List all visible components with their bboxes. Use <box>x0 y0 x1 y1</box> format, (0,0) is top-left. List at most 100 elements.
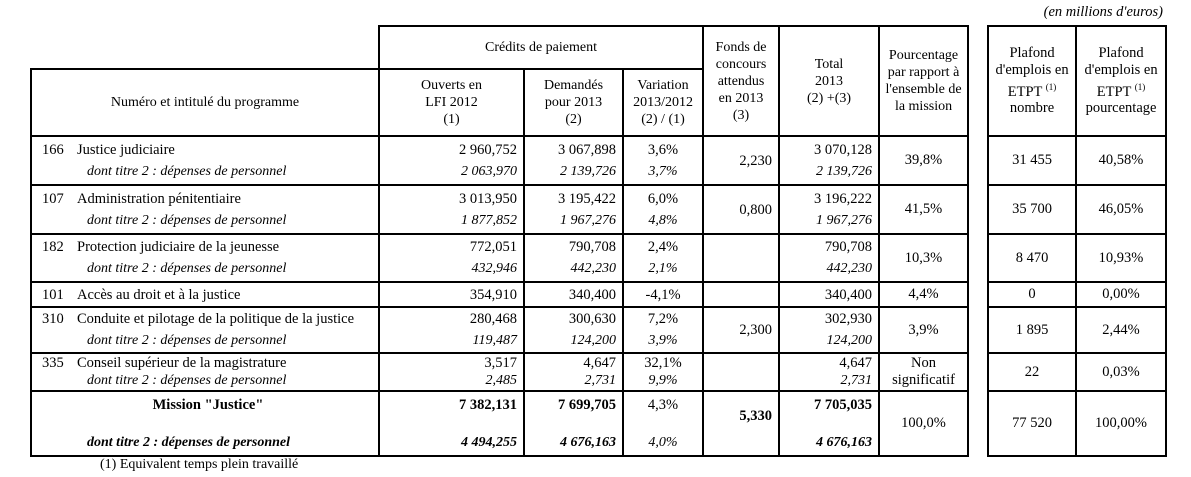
cell-variation: 3,6% 3,7% <box>621 135 705 186</box>
program-number: 101 <box>42 286 64 303</box>
plafond-row-182: 8 470 10,93% <box>987 233 1168 283</box>
cell-etpt-pourcentage: 46,05% <box>1075 184 1168 235</box>
program-number: 335 <box>42 355 64 371</box>
cell-demandes: 340,400 <box>523 281 624 308</box>
cell-etpt-pourcentage: 0,03% <box>1075 352 1168 392</box>
cell-fonds: 2,300 <box>702 306 781 354</box>
header-fonds-de-concours: Fonds de concours attendus en 2013 (3) <box>702 25 781 137</box>
cell-variation: 6,0% 4,8% <box>621 184 705 235</box>
plafond-row-335: 22 0,03% <box>987 352 1168 392</box>
cell-pct-mission: 4,4% <box>878 281 970 308</box>
cell-programme: 101 Accès au droit et à la justice <box>30 281 380 308</box>
program-number: 310 <box>42 311 64 327</box>
cell-pct-mission: 3,9% <box>878 306 970 354</box>
mission-total-row: Mission "Justice" dont titre 2 : dépense… <box>30 390 970 457</box>
plafond-emplois-table: Plafond d'emplois en ETPT (1) nombre Pla… <box>987 25 1168 457</box>
plafond-row-107: 35 700 46,05% <box>987 184 1168 235</box>
header-row-1: Crédits de paiement Fonds de concours at… <box>31 25 970 137</box>
cell-pct-mission: 100,0% <box>878 390 970 457</box>
header-demandes-2013: Demandés pour 2013 (2) <box>523 68 624 137</box>
dont-titre2-label: dont titre 2 : dépenses de personnel <box>87 373 287 388</box>
cell-pct-mission: Non significatif <box>878 352 970 392</box>
header-plafond-pourcentage: Plafond d'emplois en ETPT (1) pourcentag… <box>1075 25 1168 137</box>
program-row-166: 166 Justice judiciaire dont titre 2 : dép… <box>30 135 970 186</box>
header-plafond-nombre: Plafond d'emplois en ETPT (1) nombre <box>987 25 1078 137</box>
header-variation: Variation 2013/2012 (2) / (1) <box>621 68 705 137</box>
credits-table: Crédits de paiement Fonds de concours at… <box>30 25 970 457</box>
program-number: 166 <box>42 141 64 158</box>
plafond-row-310: 1 895 2,44% <box>987 306 1168 354</box>
cell-demandes: 7 699,705 4 676,163 <box>523 390 624 457</box>
cell-pct-mission: 10,3% <box>878 233 970 283</box>
header-row-2: Numéro et intitulé du programme Ouverts … <box>30 68 968 137</box>
cell-total: 7 705,035 4 676,163 <box>778 390 881 457</box>
cell-etpt-nombre: 77 520 <box>987 390 1078 457</box>
cell-fonds <box>702 352 781 392</box>
program-row-101: 101 Accès au droit et à la justice 354,91… <box>30 281 970 308</box>
mission-title: Mission "Justice" <box>152 396 264 413</box>
cell-ouverts: 772,051 432,946 <box>378 233 525 283</box>
cell-etpt-pourcentage: 0,00% <box>1075 281 1168 308</box>
cell-demandes: 4,647 2,731 <box>523 352 624 392</box>
plafond-row-166: 31 455 40,58% <box>987 135 1168 186</box>
cell-ouverts: 2 960,752 2 063,970 <box>378 135 525 186</box>
cell-total: 302,930 124,200 <box>778 306 881 354</box>
program-name: Justice judiciaire <box>77 141 175 158</box>
program-name: Protection judiciaire de la jeunesse <box>77 239 280 255</box>
tables-row: Crédits de paiement Fonds de concours at… <box>30 25 1168 457</box>
cell-demandes: 790,708 442,230 <box>523 233 624 283</box>
header-spacer <box>31 26 379 69</box>
cell-total: 790,708 442,230 <box>778 233 881 283</box>
cell-ouverts: 3,517 2,485 <box>378 352 525 392</box>
cell-programme: 335 Conseil supérieur de la magistrature … <box>30 352 380 392</box>
cell-variation: 7,2% 3,9% <box>621 306 705 354</box>
header-credits-de-paiement: Crédits de paiement <box>377 25 705 70</box>
program-row-107: 107 Administration pénitentiaire dont tit… <box>30 184 970 235</box>
program-row-310: 310 Conduite et pilotage de la politique … <box>30 306 970 354</box>
units-caption: (en millions d'euros) <box>1043 4 1163 20</box>
cell-demandes: 3 067,898 2 139,726 <box>523 135 624 186</box>
program-number: 107 <box>42 190 64 207</box>
cell-etpt-nombre: 8 470 <box>987 233 1078 283</box>
cell-total: 3 196,222 1 967,276 <box>778 184 881 235</box>
cell-etpt-nombre: 31 455 <box>987 135 1078 186</box>
plafond-row-101: 0 0,00% <box>987 281 1168 308</box>
program-row-182: 182 Protection judiciaire de la jeunesse … <box>30 233 970 283</box>
dont-titre2-label: dont titre 2 : dépenses de personnel <box>87 212 287 228</box>
program-name: Administration pénitentiaire <box>77 190 241 207</box>
cell-etpt-nombre: 1 895 <box>987 306 1078 354</box>
program-name: Accès au droit et à la justice <box>77 286 241 303</box>
plafond-header-row: Plafond d'emplois en ETPT (1) nombre Pla… <box>987 25 1168 137</box>
cell-ouverts: 354,910 <box>378 281 525 308</box>
cell-fonds: 2,230 <box>702 135 781 186</box>
cell-programme: 107 Administration pénitentiaire dont tit… <box>30 184 380 235</box>
cell-etpt-pourcentage: 10,93% <box>1075 233 1168 283</box>
header-ouverts-lfi-2012: Ouverts en LFI 2012 (1) <box>378 68 525 137</box>
header-programme: Numéro et intitulé du programme <box>30 68 380 137</box>
cell-programme: Mission "Justice" dont titre 2 : dépense… <box>30 390 380 457</box>
cell-etpt-pourcentage: 40,58% <box>1075 135 1168 186</box>
cell-pct-mission: 41,5% <box>878 184 970 235</box>
dont-titre2-label: dont titre 2 : dépenses de personnel <box>87 163 287 179</box>
cell-ouverts: 3 013,950 1 877,852 <box>378 184 525 235</box>
cell-etpt-nombre: 22 <box>987 352 1078 392</box>
cell-total: 3 070,128 2 139,726 <box>778 135 881 186</box>
program-name: Conduite et pilotage de la politique de … <box>77 311 355 327</box>
footnote-etpt: (1) Equivalent temps plein travaillé <box>100 457 299 472</box>
cell-fonds: 0,800 <box>702 184 781 235</box>
dont-titre2-label: dont titre 2 : dépenses de personnel <box>87 261 287 276</box>
cell-etpt-nombre: 35 700 <box>987 184 1078 235</box>
cell-total: 340,400 <box>778 281 881 308</box>
dont-titre2-label: dont titre 2 : dépenses de personnel <box>87 434 290 450</box>
header-total-2013: Total 2013 (2) +(3) <box>778 25 881 137</box>
program-name: Conseil supérieur de la magistrature <box>77 355 287 371</box>
cell-fonds <box>702 281 781 308</box>
cell-variation: 32,1% 9,9% <box>621 352 705 392</box>
cell-programme: 166 Justice judiciaire dont titre 2 : dép… <box>30 135 380 186</box>
cell-fonds: 5,330 <box>702 390 781 457</box>
cell-fonds <box>702 233 781 283</box>
cell-variation: 2,4% 2,1% <box>621 233 705 283</box>
cell-etpt-pourcentage: 100,00% <box>1075 390 1168 457</box>
cell-ouverts: 280,468 119,487 <box>378 306 525 354</box>
